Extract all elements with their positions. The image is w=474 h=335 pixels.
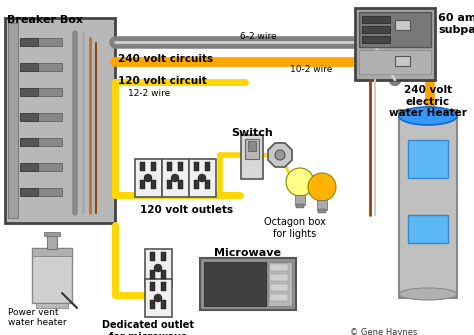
Bar <box>5 18 115 223</box>
Bar <box>145 279 172 317</box>
Bar <box>44 232 60 236</box>
Bar <box>151 162 156 171</box>
Bar <box>135 159 162 197</box>
Bar <box>161 270 166 279</box>
Circle shape <box>144 174 152 182</box>
Bar <box>205 180 210 189</box>
Bar <box>150 282 155 291</box>
Bar <box>162 159 189 197</box>
Bar <box>8 23 18 218</box>
Polygon shape <box>268 143 292 167</box>
Text: 6-2 wire: 6-2 wire <box>240 32 277 41</box>
Bar <box>270 274 288 281</box>
Text: © Gene Haynes: © Gene Haynes <box>350 328 418 335</box>
Bar <box>20 63 38 71</box>
Text: 240 volt circuits: 240 volt circuits <box>118 54 213 64</box>
Text: Power vent
water heater: Power vent water heater <box>8 308 67 327</box>
Bar <box>178 180 183 189</box>
Bar <box>408 215 448 243</box>
Bar <box>161 300 166 309</box>
Text: 120 volt outlets: 120 volt outlets <box>140 205 233 215</box>
Bar <box>268 262 292 306</box>
Bar <box>205 162 210 171</box>
Ellipse shape <box>399 288 457 300</box>
Bar <box>20 38 38 46</box>
Bar <box>150 270 155 279</box>
Bar <box>296 204 304 208</box>
Ellipse shape <box>399 107 457 125</box>
Bar <box>20 138 62 146</box>
Bar <box>20 38 62 46</box>
Bar <box>317 200 327 210</box>
Text: Breaker Box: Breaker Box <box>7 15 83 25</box>
Circle shape <box>286 168 314 196</box>
Circle shape <box>171 174 179 182</box>
Bar <box>204 262 266 306</box>
Bar <box>161 252 166 261</box>
Text: Switch: Switch <box>231 128 273 138</box>
Text: 12-2 wire: 12-2 wire <box>128 89 170 98</box>
Text: Microwave: Microwave <box>215 248 282 258</box>
Bar <box>167 162 172 171</box>
Bar <box>161 282 166 291</box>
Bar <box>248 141 256 151</box>
Bar <box>167 180 172 189</box>
Text: 10-2 wire: 10-2 wire <box>290 65 332 74</box>
Bar <box>20 113 62 121</box>
Bar <box>47 234 57 249</box>
Bar <box>295 195 305 205</box>
Bar <box>359 50 431 74</box>
Bar <box>20 138 38 146</box>
Bar <box>362 26 390 33</box>
Bar <box>189 159 216 197</box>
Text: 60 amp
subpanel: 60 amp subpanel <box>438 13 474 35</box>
Bar <box>359 12 431 47</box>
Text: Dedicated outlet
for microwave: Dedicated outlet for microwave <box>102 320 194 335</box>
Bar <box>20 88 38 96</box>
Bar <box>178 162 183 171</box>
Circle shape <box>198 174 206 182</box>
Bar <box>318 209 326 213</box>
Bar <box>140 180 145 189</box>
Bar <box>32 248 72 256</box>
Bar <box>20 163 38 171</box>
Bar <box>20 188 62 196</box>
Bar <box>36 303 68 308</box>
Bar <box>395 20 410 30</box>
Bar <box>20 88 62 96</box>
Bar <box>145 249 172 287</box>
Bar <box>150 300 155 309</box>
Bar <box>270 284 288 291</box>
Bar <box>270 264 288 271</box>
Bar <box>355 8 435 80</box>
Text: 240 volt
electric
water Heater: 240 volt electric water Heater <box>389 85 467 118</box>
Bar <box>151 180 156 189</box>
Bar <box>32 248 72 303</box>
Bar <box>270 294 288 301</box>
Bar <box>362 16 390 23</box>
Text: 120 volt circuit: 120 volt circuit <box>118 76 207 86</box>
Text: Octagon box
for lights: Octagon box for lights <box>264 217 326 239</box>
Bar <box>362 36 390 43</box>
Circle shape <box>154 294 162 302</box>
Circle shape <box>308 173 336 201</box>
Bar <box>395 56 410 66</box>
Bar <box>20 63 62 71</box>
Bar <box>408 140 448 178</box>
Bar <box>20 113 38 121</box>
Circle shape <box>154 264 162 272</box>
Bar <box>140 162 145 171</box>
Bar <box>194 180 199 189</box>
Bar <box>20 163 62 171</box>
Bar <box>245 139 259 159</box>
Bar <box>20 188 38 196</box>
Bar <box>200 258 296 310</box>
Circle shape <box>275 150 285 160</box>
Bar <box>150 252 155 261</box>
Bar <box>399 110 457 298</box>
Bar <box>241 135 263 179</box>
Bar <box>194 162 199 171</box>
